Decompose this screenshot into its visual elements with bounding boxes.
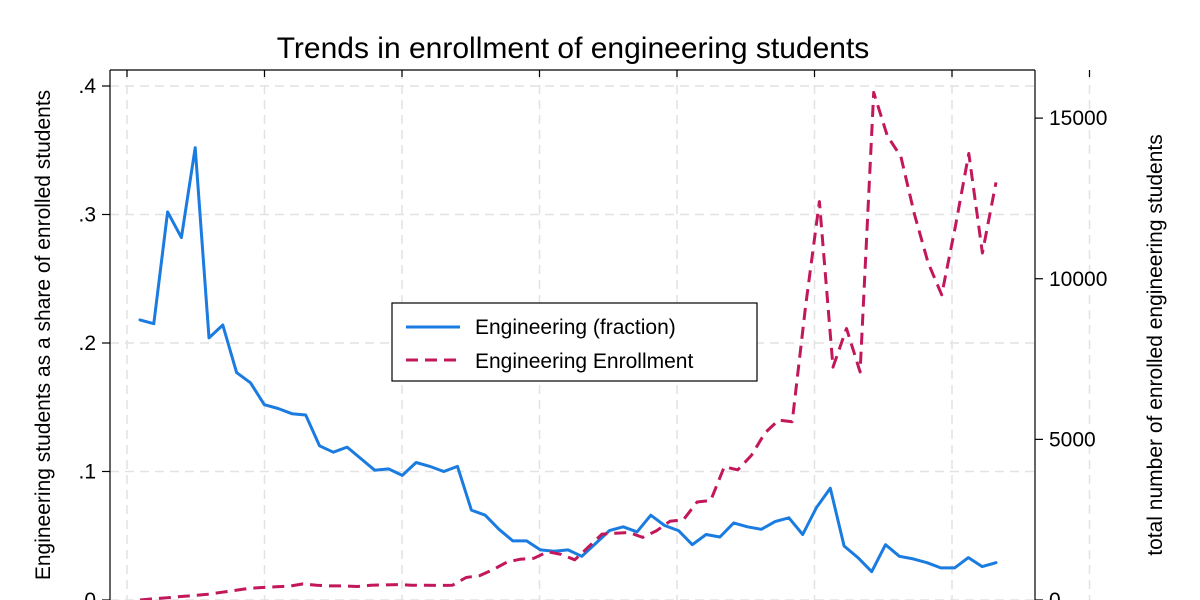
right-y-axis-label: total number of enrolled engineering stu… — [1144, 134, 1167, 555]
legend-box — [391, 302, 758, 382]
series-layer — [138, 90, 998, 600]
series-line-enrollment — [139, 90, 998, 600]
right-y-axis-ticks: 0 5000 10000 15000 — [1035, 107, 1107, 600]
left-tick-label: .1 — [78, 461, 96, 484]
grid-layer — [110, 70, 1091, 600]
right-tick-label: 10000 — [1049, 268, 1107, 291]
right-tick-label: 0 — [1049, 589, 1061, 600]
legend: Engineering (fraction) Engineering Enrol… — [391, 302, 758, 382]
left-tick-label: .3 — [78, 204, 96, 227]
left-tick-label: .4 — [78, 75, 96, 98]
left-tick-label: .2 — [78, 332, 96, 355]
right-tick-label: 5000 — [1049, 428, 1096, 451]
right-tick-label: 15000 — [1049, 107, 1107, 130]
left-y-axis-ticks: 0 .1 .2 .3 .4 — [78, 75, 110, 600]
legend-label-fraction: Engineering (fraction) — [475, 316, 676, 339]
left-y-axis-label: Engineering students as a share of enrol… — [32, 90, 55, 580]
series-line-fraction — [138, 146, 998, 574]
legend-label-enrollment: Engineering Enrollment — [475, 350, 693, 373]
chart-title: Trends in enrollment of engineering stud… — [277, 32, 870, 65]
left-tick-label: 0 — [84, 589, 96, 600]
